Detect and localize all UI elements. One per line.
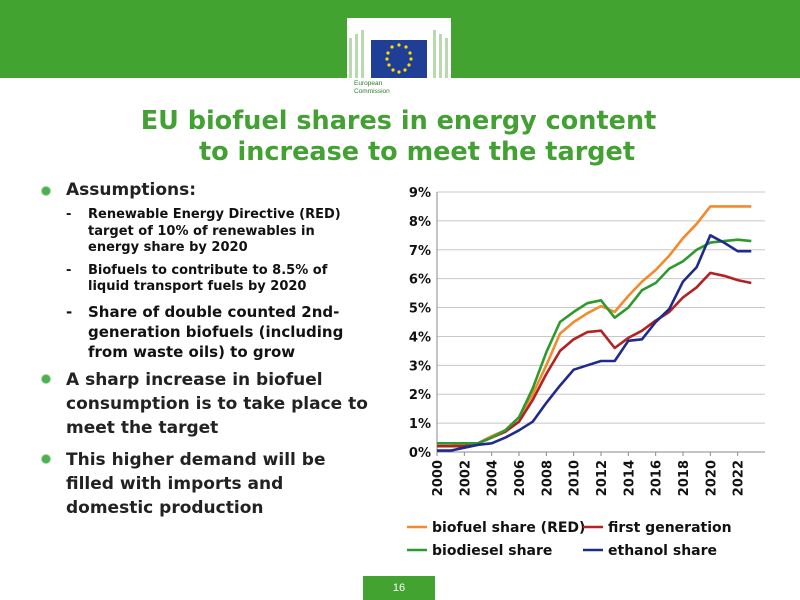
bullet-list: Assumptions: - Renewable Energy Directiv… xyxy=(40,180,370,520)
x-tick-label: 2002 xyxy=(458,460,473,496)
dash-icon: - xyxy=(66,262,72,278)
legend-label: biodiesel share xyxy=(432,543,552,559)
bullet-dot-icon xyxy=(42,454,50,463)
sub-bullet-second-gen: - Share of double counted 2nd-generation… xyxy=(40,302,370,362)
y-tick-label: 3% xyxy=(409,359,431,374)
sub-bullet-text: Biofuels to contribute to 8.5% of liquid… xyxy=(88,262,328,295)
european-commission-logo xyxy=(347,18,451,100)
dash-icon: - xyxy=(66,207,72,222)
x-tick-label: 2012 xyxy=(595,460,610,496)
x-tick-label: 2016 xyxy=(650,460,665,496)
y-tick-label: 4% xyxy=(409,330,431,345)
legend-label: ethanol share xyxy=(608,543,717,559)
y-axis-ticks: 0% 1% 2% 3% 4% 5% 6% 7% 8% 9% xyxy=(409,186,431,461)
series-line-first-generation xyxy=(437,271,752,448)
legend-label: first generation xyxy=(608,520,732,536)
x-tick-label: 2004 xyxy=(486,460,501,496)
chart-legend: biofuel share (RED) first generation biodi… xyxy=(407,520,732,559)
logo-text: European Commission xyxy=(354,80,390,96)
y-tick-label: 1% xyxy=(409,417,431,432)
y-tick-label: 8% xyxy=(409,215,431,230)
x-tick-label: 2000 xyxy=(431,460,446,496)
sub-bullet-biofuels: - Biofuels to contribute to 8.5% of liqu… xyxy=(40,263,370,296)
x-tick-label: 2022 xyxy=(732,460,747,496)
bullet-text: A sharp increase in biofuel consumption … xyxy=(66,369,368,438)
bullet-text: This higher demand will be filled with i… xyxy=(66,449,326,518)
series-line-biofuel-share-red- xyxy=(437,205,752,448)
x-tick-label: 2018 xyxy=(677,460,692,496)
series-line-biodiesel-share xyxy=(437,238,752,445)
x-tick-label: 2006 xyxy=(513,460,528,496)
y-tick-label: 0% xyxy=(409,446,431,461)
x-tick-label: 2010 xyxy=(568,460,583,496)
biofuel-share-chart: 0%1%2%3%4%5%6%7%8%9% 2000 2002 2004 2006 200… xyxy=(407,186,765,559)
bullet-dot-icon xyxy=(42,187,50,195)
y-tick-label: 5% xyxy=(409,302,431,317)
page-number: 16 xyxy=(363,576,435,600)
sub-bullet-text: Share of double counted 2nd-generation b… xyxy=(88,302,344,361)
title-line2: to increase to meet the target xyxy=(198,137,636,167)
y-tick-label: 2% xyxy=(409,388,431,403)
bullet-dot-icon xyxy=(42,374,50,383)
legend-label: biofuel share (RED) xyxy=(432,520,585,536)
logo-text-line1: European xyxy=(354,80,383,87)
title-line1: EU biofuel shares in energy content xyxy=(140,106,657,136)
y-tick-label: 9% xyxy=(409,186,431,201)
x-tick-label: 2008 xyxy=(540,460,555,496)
y-tick-label: 7% xyxy=(409,244,431,259)
bullet-sharp-increase: A sharp increase in biofuel consumption … xyxy=(40,368,370,440)
dash-icon: - xyxy=(66,302,73,321)
chart-gridlines xyxy=(436,191,765,453)
assumptions-label: Assumptions: xyxy=(66,180,197,200)
sub-bullet-red: - Renewable Energy Directive (RED) targe… xyxy=(40,207,370,257)
chart-series xyxy=(437,205,752,452)
x-axis-ticks: 2000 2002 2004 2006 2008 2010 2012 2014 2016 2018… xyxy=(431,452,747,496)
bullet-higher-demand: This higher demand will be filled with i… xyxy=(40,448,370,520)
sub-bullet-text: Renewable Energy Directive (RED) target … xyxy=(88,207,341,255)
slide-title: EU biofuel shares in energy content to i… xyxy=(0,106,800,168)
y-tick-label: 6% xyxy=(409,273,431,288)
logo-text-line2: Commission xyxy=(354,88,390,95)
x-tick-label: 2014 xyxy=(622,460,637,496)
bullet-assumptions: Assumptions: xyxy=(40,180,370,201)
series-line-ethanol-share xyxy=(437,233,752,452)
logo-graphic xyxy=(347,28,451,80)
x-tick-label: 2020 xyxy=(704,460,719,496)
